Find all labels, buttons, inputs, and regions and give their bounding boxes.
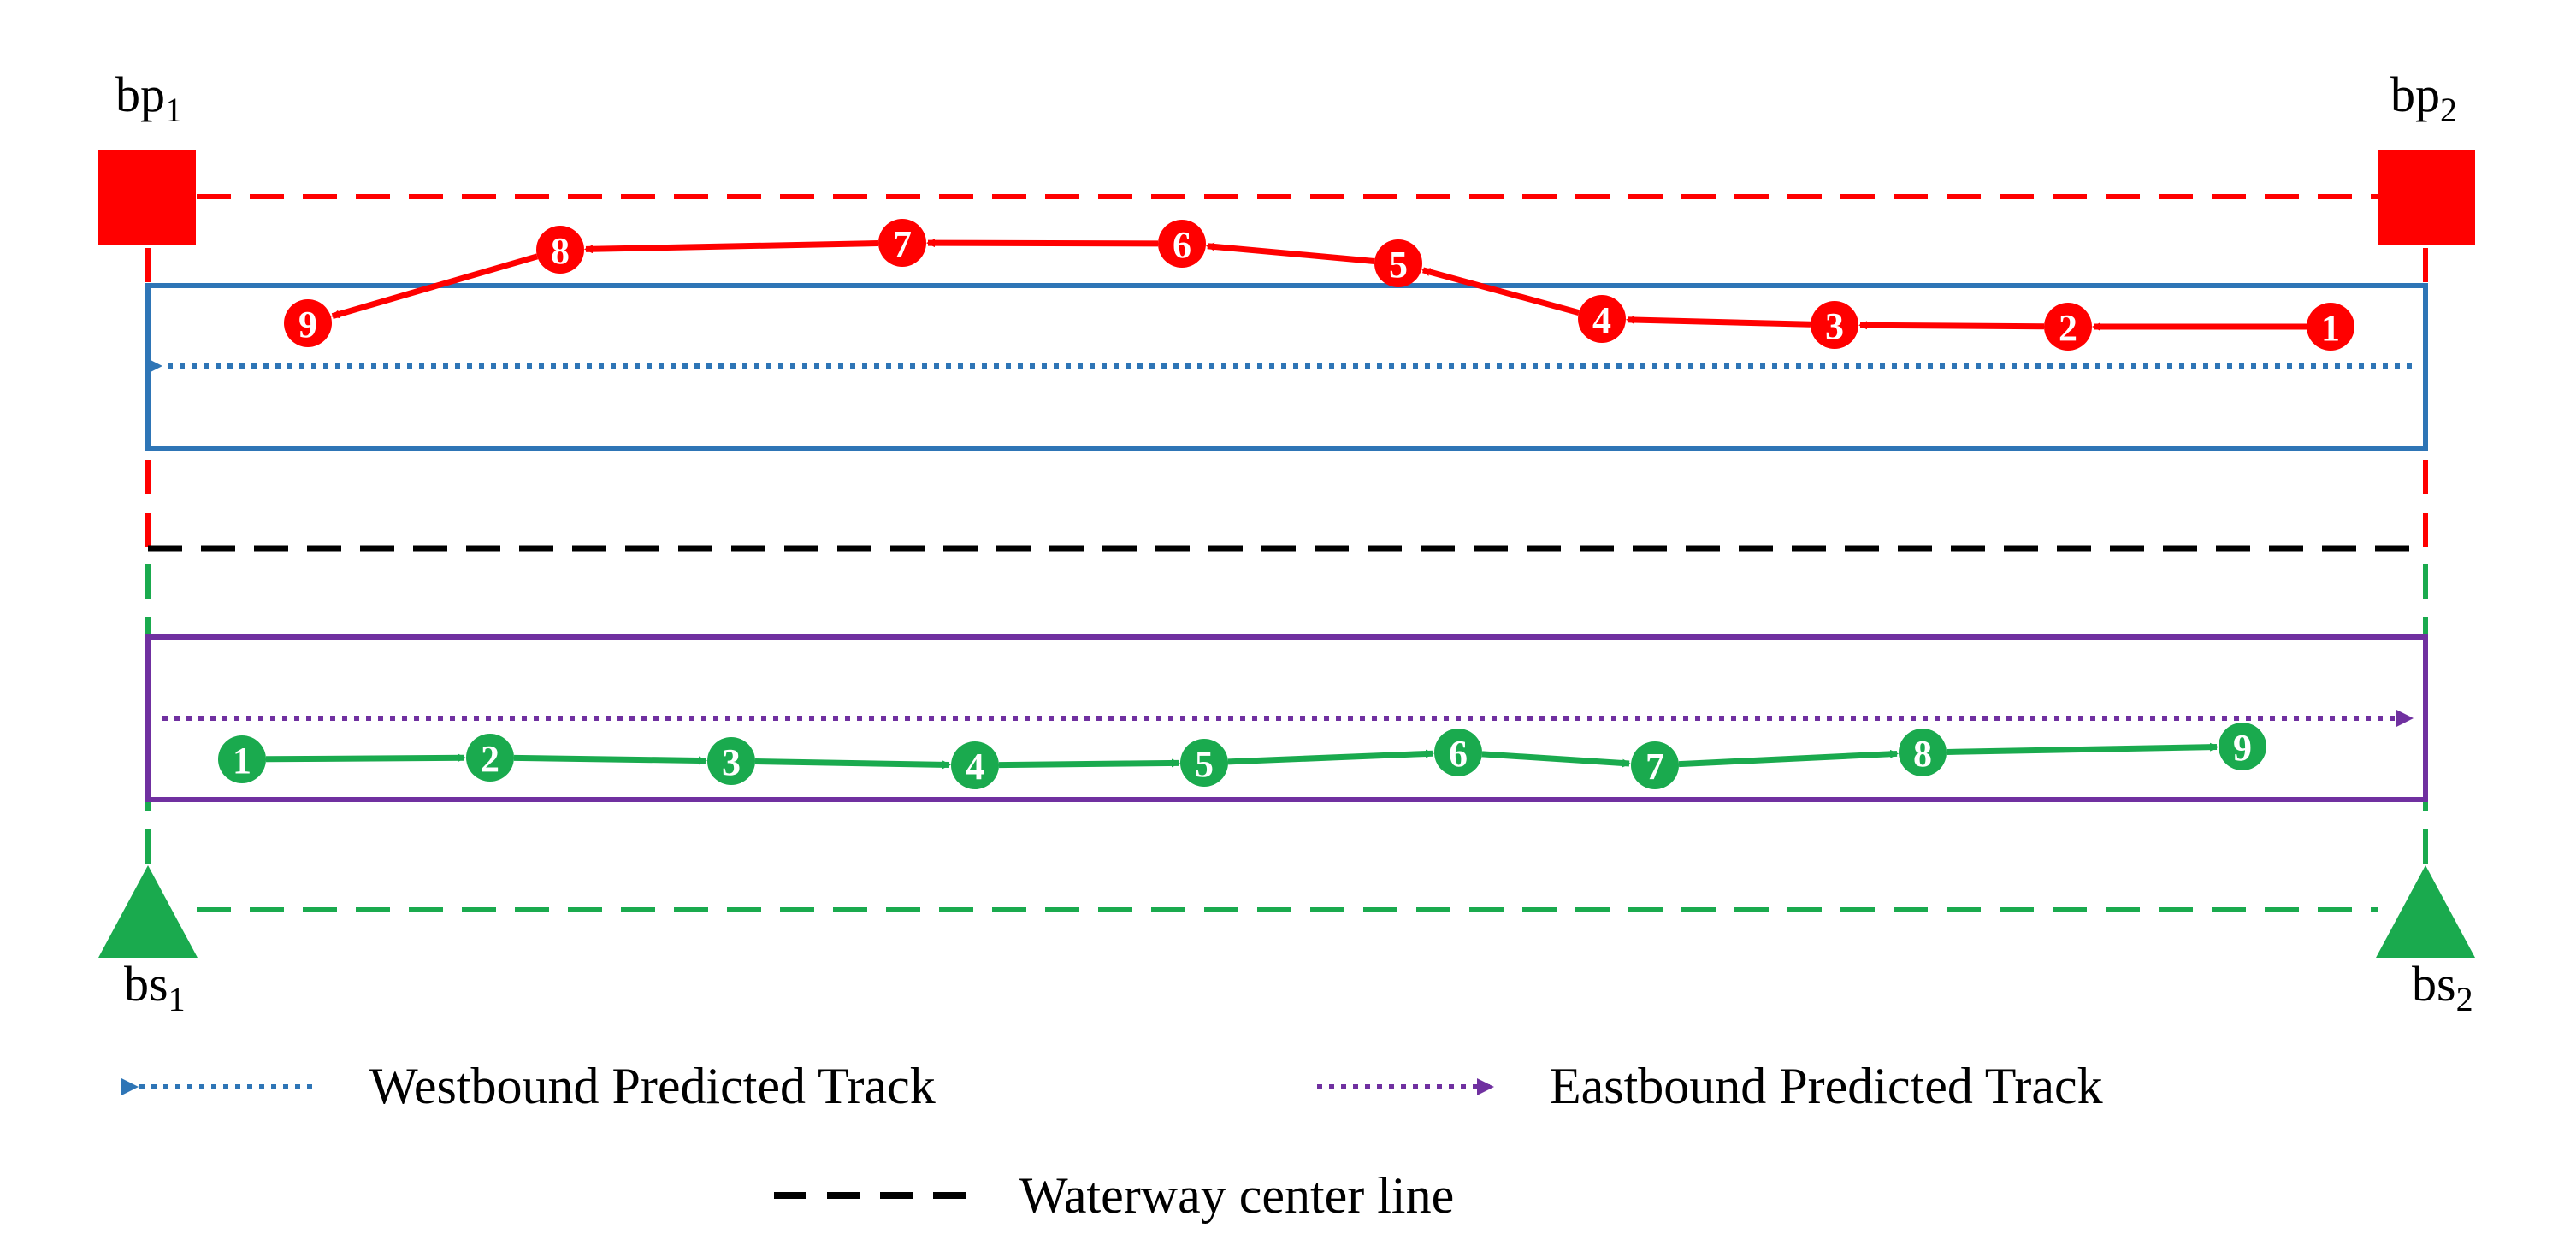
legend-eastbound-label: Eastbound Predicted Track [1550,1058,2103,1114]
eastbound-track-node-label: 4 [966,746,984,788]
westbound-track-node [1811,301,1858,349]
westbound-track-node [878,219,926,267]
eastbound-track-node [951,741,999,789]
westbound-track-node-label: 3 [1825,305,1844,347]
westbound-actual-track: 1 2 3 4 5 6 7 8 9 [284,219,2354,351]
westbound-track-node [1374,239,1422,287]
westbound-track-node-label: 9 [298,304,317,345]
westbound-track-node-label: 2 [2059,307,2077,349]
eastbound-track-node-label: 1 [233,740,251,782]
eastbound-track-segment [998,758,1181,769]
eastbound-track-node [1180,739,1228,787]
westbound-track-segment [1858,321,2045,330]
eastbound-track-node-label: 3 [722,741,741,783]
westbound-track-node [536,226,584,274]
westbound-track-segment [925,239,1159,248]
eastbound-track-node [1434,729,1482,776]
westbound-track-segment [1625,315,1811,328]
eastbound-track-node [1631,741,1679,789]
eastbound-actual-track: 1 2 3 4 5 6 7 8 9 [218,723,2266,789]
westbound-track-node [2307,303,2354,351]
bs1-label: bs1 [124,956,186,1018]
eastbound-track-node-label: 5 [1195,743,1214,785]
westbound-track-node-label: 4 [1592,299,1611,341]
eastbound-track-segment [265,753,467,763]
eastbound-track-node-label: 6 [1449,733,1468,775]
eastbound-track-node [707,737,755,785]
legend-westbound-label: Westbound Predicted Track [369,1058,936,1114]
eastbound-track-segment [754,758,952,770]
eastbound-track-segment [1946,742,2219,755]
westbound-track-segment [330,253,539,319]
westbound-track-node-label: 8 [551,230,570,272]
breakpoint-1-square [98,150,196,245]
eastbound-track-node-label: 7 [1645,746,1664,788]
breakpoint-2-square [2378,150,2475,245]
westbound-track-segment [583,240,879,254]
legend-centerline-label: Waterway center line [1019,1167,1454,1224]
bs2-label: bs2 [2412,956,2473,1018]
westbound-track-node [1578,295,1626,343]
westbound-track-segment [1421,267,1580,316]
eastbound-track-segment [1678,749,1900,768]
eastbound-track-node [466,734,514,782]
legend: Westbound Predicted Track Eastbound Pred… [121,1058,2103,1224]
eastbound-track-box [145,634,2428,802]
westbound-track-node-label: 7 [893,223,912,265]
westbound-track-node-label: 1 [2321,307,2340,349]
eastbound-track-segment [1227,749,1435,765]
westbound-track-node-label: 6 [1173,224,1191,266]
westbound-track-node-label: 5 [1389,244,1408,286]
bp1-label: bp1 [115,67,182,129]
eastbound-track-segment [1481,751,1632,768]
basestation-2-triangle [2376,865,2475,958]
eastbound-track-node [2219,723,2266,770]
westbound-track-segment [1205,242,1375,264]
eastbound-track-node-label: 9 [2233,727,2252,769]
eastbound-track-node [1899,729,1947,776]
westbound-track-node [2044,303,2092,351]
eastbound-track-node-label: 2 [481,738,499,780]
eastbound-track-segment [513,754,708,765]
eastbound-track-node [218,735,266,783]
westbound-track-node [1158,220,1206,268]
westbound-track-node [284,299,332,347]
bp2-label: bp2 [2390,67,2457,129]
basestation-1-triangle [98,865,198,958]
eastbound-track-node-label: 8 [1913,733,1932,775]
